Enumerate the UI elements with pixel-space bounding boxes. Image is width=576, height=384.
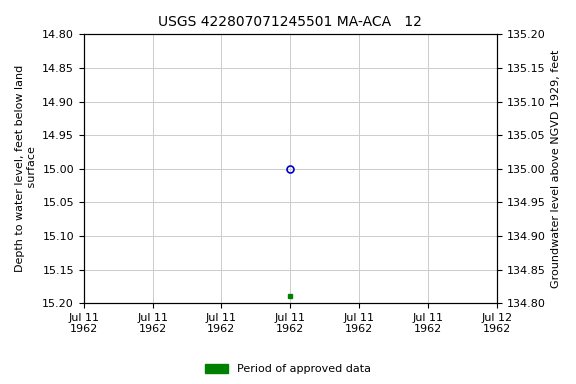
Title: USGS 422807071245501 MA-ACA   12: USGS 422807071245501 MA-ACA 12 <box>158 15 422 29</box>
Legend: Period of approved data: Period of approved data <box>201 359 375 379</box>
Y-axis label: Depth to water level, feet below land
 surface: Depth to water level, feet below land su… <box>15 65 37 272</box>
Y-axis label: Groundwater level above NGVD 1929, feet: Groundwater level above NGVD 1929, feet <box>551 50 561 288</box>
